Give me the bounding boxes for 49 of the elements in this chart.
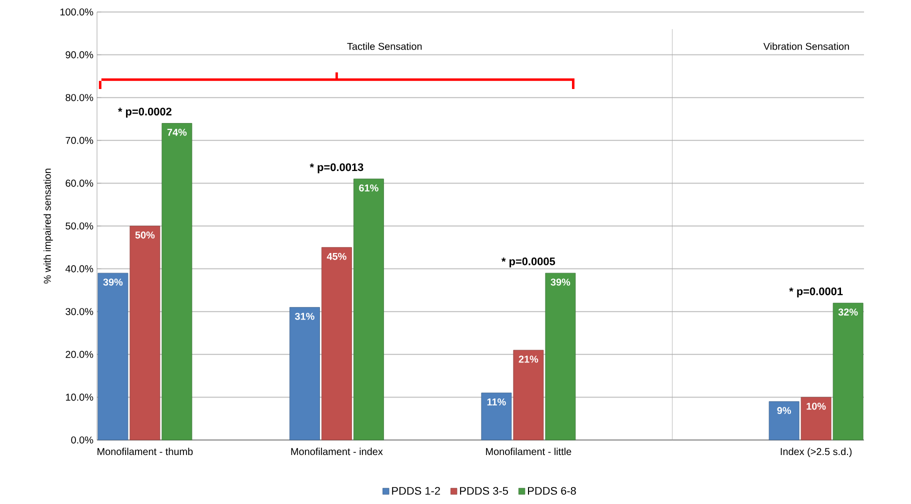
bar [353,178,384,440]
bar [832,302,864,440]
y-tick-label: 0.0% [71,436,94,444]
x-tick-label: Monofilament - little [486,448,572,456]
y-tick-label: 90.0% [66,51,94,58]
bar [481,392,512,440]
data-label: 31% [294,312,314,320]
data-label: 74% [167,128,187,136]
legend-label: PDDS 1-2 [392,487,440,495]
data-label: 45% [326,252,346,260]
annotation: * p=0.0005 [502,258,556,268]
bar [130,226,160,440]
y-tick-label: 60.0% [66,180,94,187]
bar [321,247,352,440]
bar [768,401,800,440]
legend-label: PDDS 6-8 [528,487,576,495]
y-tick-label: 80.0% [66,94,94,102]
bar [289,307,320,440]
data-label: 21% [518,356,538,363]
data-label: 10% [806,402,826,410]
annotation: Vibration Sensation [763,42,849,50]
y-tick-label: 40.0% [65,265,94,272]
data-label: 11% [487,398,506,406]
legend-label: PDDS 3-5 [460,487,508,495]
x-tick-label: Index (>2.5 s.d.) [780,448,852,458]
bar [800,397,832,440]
y-tick-label: 10.0% [66,394,94,401]
data-label: 39% [103,278,123,286]
data-label: 39% [550,278,570,286]
annotation: * p=0.0001 [789,287,843,298]
y-tick-label: 70.0% [66,136,94,144]
data-label: 61% [359,184,378,192]
bar [98,272,128,440]
annotation: Tactile Sensation [347,42,422,50]
data-label: 32% [838,308,858,316]
data-label: 9% [777,407,791,414]
y-tick-label: 100.0% [60,8,94,16]
data-label: 50% [135,232,155,239]
x-tick-label: Monofilament - thumb [98,448,193,456]
bar [513,350,544,440]
annotation: * p=0.0002 [118,108,172,118]
bar [545,272,576,440]
y-axis-title: % with impaired sensation [44,168,53,284]
bar [162,123,192,440]
y-tick-label: 20.0% [66,350,94,358]
annotation: * p=0.0013 [310,163,364,174]
y-tick-label: 50.0% [66,222,94,230]
y-tick-label: 30.0% [66,308,94,316]
x-tick-label: Monofilament - index [291,448,383,456]
